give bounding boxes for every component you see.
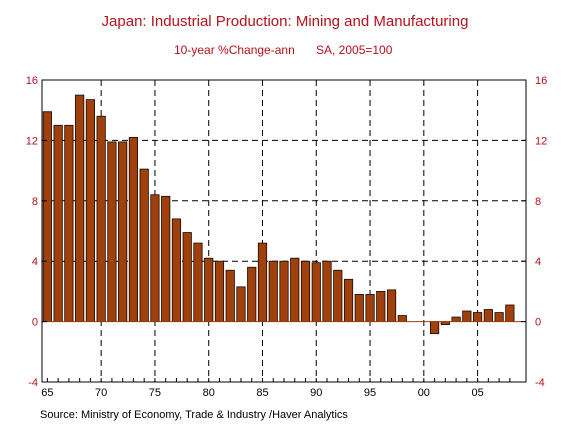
x-tick-label: 05 — [471, 387, 483, 399]
bar-1979 — [193, 242, 203, 322]
x-tick-label: 90 — [310, 387, 322, 399]
bar-1988 — [290, 257, 300, 322]
bar-1975 — [150, 194, 160, 322]
y-tick-label-right: 12 — [535, 135, 547, 147]
bar-1981 — [214, 260, 225, 323]
chart-subtitle-right: SA, 2005=100 — [316, 43, 393, 57]
chart-subtitle-left: 10-year %Change-ann — [174, 43, 295, 57]
y-tick-label-right: 16 — [535, 75, 547, 87]
bar-1982 — [225, 269, 235, 323]
bar-1973 — [128, 136, 139, 323]
bar-1990 — [311, 262, 321, 322]
bar-1977 — [171, 218, 182, 322]
x-tick-label: 70 — [95, 387, 107, 399]
bar-1976 — [161, 195, 171, 323]
bar-1984 — [247, 266, 257, 322]
bar-2006 — [483, 309, 493, 322]
bar-1966 — [53, 124, 63, 323]
bar-1969 — [85, 99, 95, 322]
y-axis-left: -4 0 4 8 12 16 — [26, 75, 47, 389]
bar-1971 — [107, 141, 117, 323]
bar-2003 — [451, 316, 461, 323]
bar-1968 — [75, 94, 85, 322]
bar-1987 — [279, 260, 289, 323]
y-tick-label-left: 16 — [26, 75, 38, 87]
bar-1974 — [139, 168, 149, 322]
y-axis-right: -4 0 4 8 12 16 — [521, 75, 547, 389]
bars — [42, 94, 515, 335]
bar-2001 — [429, 321, 440, 335]
bar-1997 — [386, 289, 397, 323]
y-tick-label-left: 0 — [32, 317, 38, 329]
bar-1989 — [300, 260, 311, 323]
bar-1980 — [204, 257, 214, 322]
bar-1986 — [268, 260, 278, 323]
x-tick-label: 85 — [256, 387, 268, 399]
bar-1995 — [365, 294, 375, 323]
bar-1991 — [322, 260, 332, 323]
y-tick-label-left: -4 — [28, 377, 38, 389]
x-tick-label: 80 — [203, 387, 215, 399]
bar-1972 — [118, 141, 128, 323]
x-axis: 65 70 75 80 85 90 95 00 05 — [41, 378, 511, 399]
bar-2005 — [473, 312, 483, 323]
y-tick-label-left: 8 — [32, 196, 38, 208]
bar-1993 — [343, 278, 354, 323]
x-tick-label: 95 — [364, 387, 376, 399]
chart-title: Japan: Industrial Production: Mining and… — [102, 13, 469, 30]
bar-1970 — [96, 115, 106, 322]
y-tick-label-left: 4 — [32, 256, 38, 268]
x-tick-label: 00 — [418, 387, 430, 399]
bar-1985 — [257, 242, 268, 322]
bar-1992 — [333, 269, 343, 323]
bar-2007 — [494, 312, 504, 323]
bar-1967 — [64, 124, 74, 323]
bar-1978 — [182, 232, 192, 322]
bar-1994 — [354, 294, 364, 323]
y-tick-label-left: 12 — [26, 135, 38, 147]
x-tick-label: 65 — [41, 387, 53, 399]
bar-1983 — [236, 286, 246, 322]
y-tick-label-right: 0 — [535, 317, 541, 329]
y-tick-label-right: -4 — [535, 377, 545, 389]
bar-1996 — [376, 290, 386, 322]
bar-2004 — [462, 310, 472, 322]
source-note: Source: Ministry of Economy, Trade & Ind… — [40, 409, 348, 421]
y-tick-label-right: 8 — [535, 196, 541, 208]
x-tick-label: 75 — [149, 387, 161, 399]
bar-2008 — [505, 304, 515, 322]
bar-1998 — [397, 315, 407, 322]
y-tick-label-right: 4 — [535, 256, 541, 268]
bar-1965 — [42, 111, 52, 322]
